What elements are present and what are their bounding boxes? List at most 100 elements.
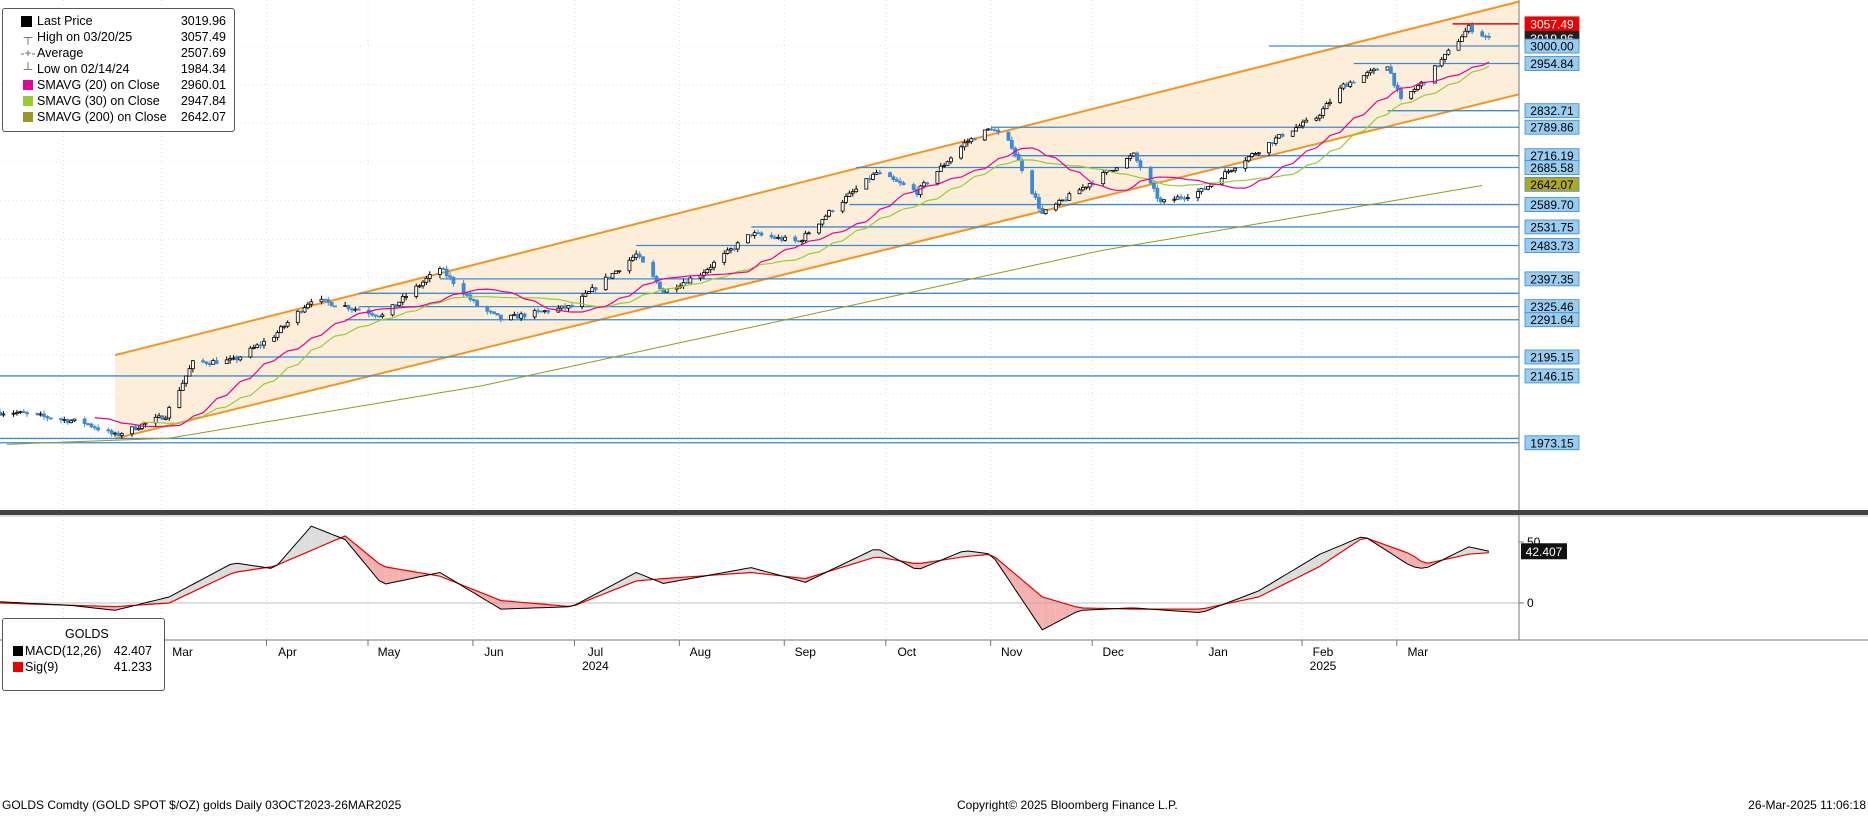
- low-marker-icon: ┴: [20, 61, 36, 77]
- candle-body: [516, 314, 519, 318]
- candle-body: [347, 305, 350, 308]
- candle-body: [296, 311, 299, 322]
- candle-body: [570, 305, 573, 306]
- channel-lower-line: [115, 94, 1519, 438]
- legend-value: 2947.84: [181, 93, 226, 109]
- candle-body: [1244, 161, 1247, 168]
- footer-copyright: Copyright© 2025 Bloomberg Finance L.P.: [957, 797, 1178, 814]
- candle-body: [1149, 167, 1152, 183]
- candle-body: [1247, 157, 1250, 161]
- candle-body: [1054, 204, 1057, 210]
- candle-body: [614, 271, 617, 273]
- candle-body: [784, 237, 787, 240]
- candle-body: [878, 173, 881, 174]
- candle-body: [1224, 172, 1227, 179]
- candle-body: [746, 235, 749, 243]
- candle-body: [489, 311, 492, 312]
- candle-body: [1125, 159, 1128, 168]
- candle-body: [36, 413, 39, 414]
- macd-histogram-fill: [873, 550, 880, 558]
- candle-body: [1257, 153, 1260, 154]
- candle-body: [608, 277, 611, 278]
- candle-body: [1041, 208, 1044, 213]
- x-axis-bg: [0, 641, 1868, 797]
- candle-body: [398, 302, 401, 305]
- legend-value: 2642.07: [181, 109, 226, 125]
- candle-body: [496, 313, 499, 315]
- candle-body: [1180, 197, 1183, 198]
- candle-body: [1102, 172, 1105, 183]
- candle-body: [225, 360, 228, 364]
- candle-body: [1078, 190, 1081, 194]
- x-tick-label: Mar: [172, 645, 193, 659]
- legend-value: 1984.34: [181, 61, 226, 77]
- candle-body: [306, 304, 309, 307]
- price-tag-label: 1973.15: [1530, 436, 1574, 450]
- macd-last-tag: 42.407: [1526, 545, 1563, 559]
- candle-body: [1017, 155, 1020, 160]
- candle-body: [990, 129, 993, 130]
- macd-title: GOLDS: [65, 627, 109, 641]
- candle-body: [286, 322, 289, 326]
- candle-body: [709, 267, 712, 269]
- legend-label: Low on 02/14/24: [37, 61, 129, 77]
- candle-body: [327, 300, 330, 303]
- candle-body: [1440, 59, 1443, 66]
- candle-body: [591, 288, 594, 292]
- candle-body: [1176, 197, 1179, 199]
- price-tag-label: 3057.49: [1530, 17, 1574, 31]
- candle-body: [188, 369, 191, 376]
- macd-legend: GOLDS MACD(12,26) 42.407 Sig(9) 41.233: [2, 618, 165, 691]
- candle-body: [330, 302, 333, 306]
- candle-body: [581, 296, 584, 306]
- candle-body: [144, 423, 147, 424]
- candle-body: [1230, 170, 1233, 171]
- candle-body: [1447, 50, 1450, 54]
- candle-body: [1298, 126, 1301, 128]
- candle-body: [320, 299, 323, 302]
- candle-body: [202, 361, 205, 362]
- candle-body: [966, 142, 969, 143]
- candle-body: [12, 413, 15, 414]
- candle-body: [401, 297, 404, 303]
- candle-body: [1460, 37, 1463, 42]
- candle-body: [1207, 186, 1210, 189]
- candle-body: [1068, 194, 1071, 201]
- candle-body: [168, 408, 171, 419]
- candle-body: [117, 433, 120, 435]
- candle-body: [1369, 71, 1372, 73]
- candle-body: [993, 130, 996, 131]
- candle-body: [445, 269, 448, 276]
- candle-body: [1085, 187, 1088, 188]
- legend-item-low: ┴ Low on 02/14/24 1984.34: [3, 61, 232, 77]
- candle-body: [90, 424, 93, 427]
- candle-body: [1163, 200, 1166, 202]
- candle-body: [753, 233, 756, 236]
- candle-body: [134, 427, 137, 430]
- candle-body: [1291, 131, 1294, 136]
- legend-item-sma30: SMAVG (30) on Close 2947.84: [3, 93, 232, 109]
- macd-histogram-fill: [1063, 603, 1070, 619]
- candle-body: [560, 306, 563, 308]
- price-tag-label: 2483.73: [1530, 239, 1574, 253]
- candle-body: [1183, 198, 1186, 199]
- candle-body: [699, 276, 702, 278]
- last-price-swatch: [21, 16, 32, 27]
- candle-body: [215, 361, 218, 364]
- candle-body: [205, 362, 208, 364]
- candle-body: [405, 296, 408, 297]
- candle-body: [875, 173, 878, 175]
- candle-body: [161, 416, 164, 420]
- candle-body: [520, 314, 523, 318]
- candle-body: [723, 254, 726, 263]
- candle-body: [256, 345, 259, 348]
- candle-body: [110, 431, 113, 434]
- candle-body: [1278, 134, 1281, 138]
- candle-body: [499, 315, 502, 320]
- candle-body: [509, 315, 512, 320]
- candle-body: [1376, 69, 1379, 70]
- candle-body: [1058, 200, 1061, 204]
- candle-body: [926, 183, 929, 184]
- candle-body: [851, 192, 854, 193]
- candle-body: [1159, 198, 1162, 201]
